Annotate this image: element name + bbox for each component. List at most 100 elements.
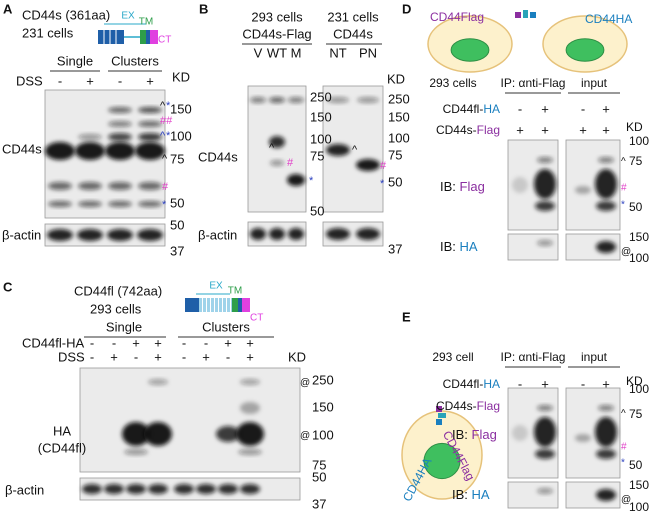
domain-box bbox=[219, 298, 222, 312]
label: KD bbox=[626, 120, 643, 134]
label: + bbox=[224, 335, 232, 350]
label: - bbox=[118, 73, 122, 88]
label: 75 bbox=[388, 147, 402, 162]
label: + bbox=[110, 349, 118, 364]
label: EX bbox=[209, 281, 223, 292]
band bbox=[326, 144, 350, 156]
nucleus bbox=[450, 38, 490, 62]
band bbox=[138, 133, 162, 141]
band bbox=[535, 201, 555, 211]
band bbox=[240, 484, 260, 494]
blot bbox=[44, 223, 166, 247]
band-symbol: @ bbox=[300, 431, 310, 442]
band bbox=[537, 157, 553, 163]
label: + bbox=[202, 349, 210, 364]
band bbox=[356, 228, 380, 240]
label: + bbox=[602, 376, 610, 391]
label: 100 bbox=[629, 134, 649, 148]
label: IP: αnti-Flag bbox=[501, 350, 566, 364]
label: + bbox=[146, 73, 154, 88]
domain-box bbox=[199, 298, 202, 312]
label: 50 bbox=[629, 458, 643, 472]
band bbox=[575, 434, 591, 442]
band-symbol: # bbox=[162, 181, 169, 193]
label: 37 bbox=[388, 241, 402, 256]
label: 231 cells bbox=[327, 9, 379, 24]
band-symbol: * bbox=[166, 100, 171, 112]
band bbox=[138, 182, 162, 190]
label: - bbox=[204, 335, 208, 350]
band bbox=[78, 201, 102, 207]
band bbox=[288, 97, 304, 103]
band bbox=[575, 186, 591, 194]
label: DSS bbox=[16, 73, 43, 88]
band bbox=[105, 142, 135, 160]
domain-box bbox=[140, 30, 146, 44]
label: CD44s-Flag bbox=[436, 123, 500, 137]
label: CD44s bbox=[2, 141, 42, 156]
label: CD44Flag bbox=[430, 10, 484, 24]
band bbox=[108, 107, 132, 113]
domain-box bbox=[211, 298, 214, 312]
label: + bbox=[132, 335, 140, 350]
label: PN bbox=[359, 45, 377, 60]
receptor bbox=[515, 12, 521, 18]
domain-box bbox=[227, 298, 230, 312]
blot bbox=[565, 481, 621, 509]
band bbox=[356, 159, 380, 171]
label-part: HA bbox=[483, 102, 500, 116]
band bbox=[595, 417, 617, 447]
band-symbol: ^ bbox=[269, 142, 275, 154]
band bbox=[270, 160, 284, 166]
band bbox=[326, 228, 350, 240]
label: - bbox=[518, 101, 522, 116]
label: 50 bbox=[629, 200, 643, 214]
label: A bbox=[3, 1, 13, 16]
band bbox=[148, 379, 168, 385]
band bbox=[135, 142, 165, 160]
band bbox=[596, 241, 616, 253]
band bbox=[75, 142, 105, 160]
label: 75 bbox=[629, 154, 643, 168]
band-symbol: ^ bbox=[621, 157, 626, 168]
label: β-actin bbox=[2, 227, 41, 242]
label-part: IB: bbox=[452, 487, 472, 502]
band-symbol: ^ bbox=[352, 144, 358, 156]
label: 50 bbox=[388, 174, 402, 189]
band bbox=[138, 121, 162, 127]
label-part: IB: bbox=[440, 239, 460, 254]
label: Clusters bbox=[202, 319, 250, 334]
label: KD bbox=[626, 374, 643, 388]
label: 293 cell bbox=[432, 350, 473, 364]
label: KD bbox=[172, 69, 190, 84]
band bbox=[598, 157, 614, 163]
label: Clusters bbox=[111, 53, 159, 68]
domain-box bbox=[207, 298, 210, 312]
label: + bbox=[541, 122, 549, 137]
domain-box bbox=[242, 298, 250, 312]
label: C bbox=[3, 279, 13, 294]
label: CD44s-Flag bbox=[242, 26, 311, 41]
label: CD44fl-HA bbox=[443, 377, 500, 391]
label: - bbox=[134, 349, 138, 364]
band bbox=[534, 169, 556, 199]
band bbox=[357, 97, 379, 103]
label-part: CD44fl- bbox=[443, 377, 484, 391]
label: E bbox=[402, 309, 411, 324]
band-symbol: # bbox=[380, 160, 387, 172]
label: β-actin bbox=[198, 227, 237, 242]
label: - bbox=[226, 349, 230, 364]
label-part: Flag bbox=[477, 399, 500, 413]
label: 293 cells bbox=[90, 301, 142, 316]
label: KD bbox=[288, 349, 306, 364]
band bbox=[174, 484, 194, 494]
band bbox=[107, 229, 133, 241]
label: 100 bbox=[310, 131, 332, 146]
label: CT bbox=[158, 35, 171, 46]
label: CD44s bbox=[198, 149, 238, 164]
band bbox=[238, 449, 262, 455]
label: KD bbox=[387, 71, 405, 86]
band-symbol: # bbox=[621, 183, 627, 194]
label-part: IB: bbox=[452, 427, 472, 442]
band-symbol: ^ bbox=[621, 409, 626, 420]
